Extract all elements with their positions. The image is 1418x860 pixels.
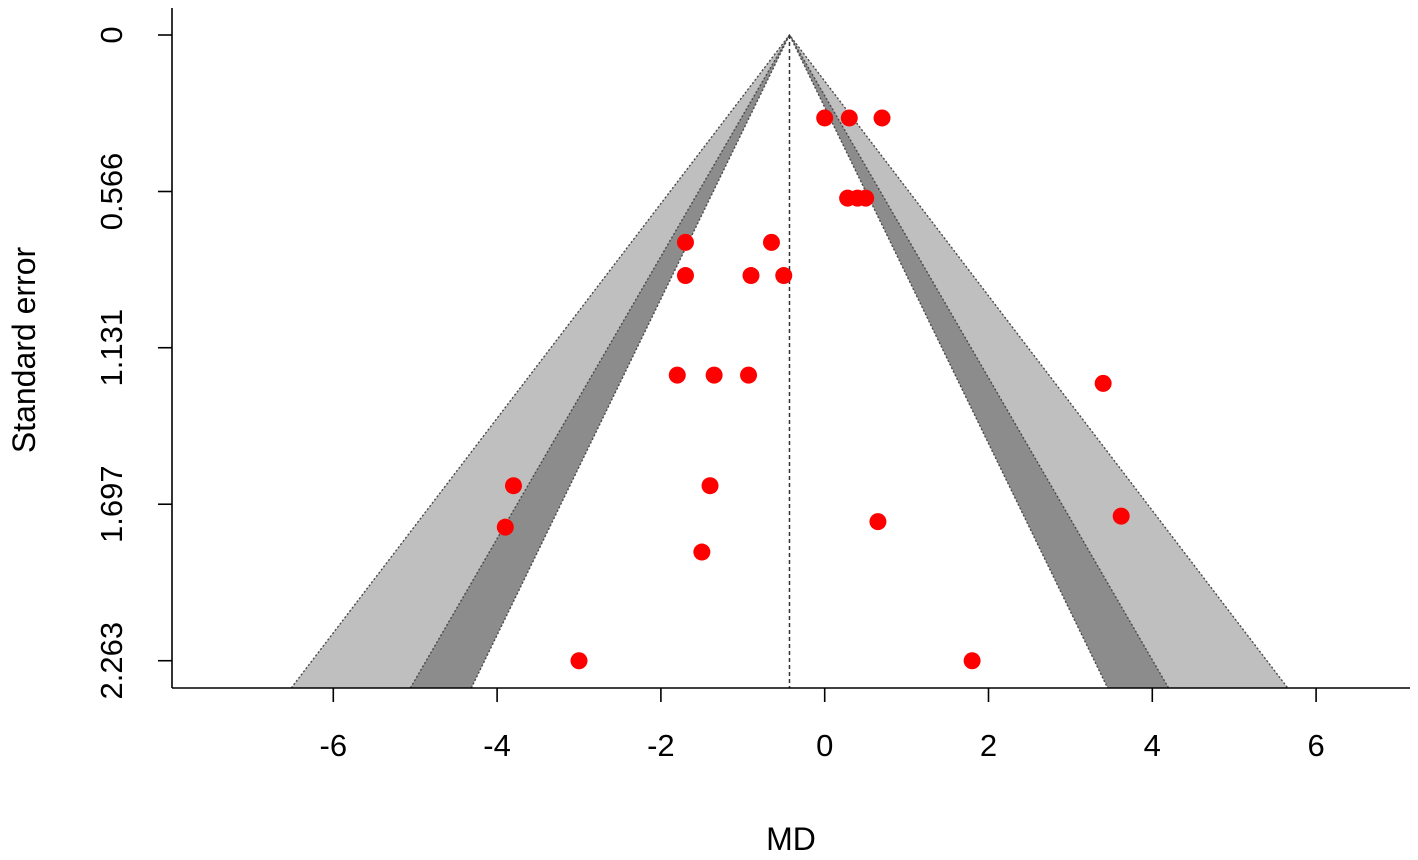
axes: -6 -4 -2 0 2 4 6 0 0.566 1.131 1.697 2.263	[94, 8, 1410, 763]
x-tick-label-3: 0	[816, 728, 833, 763]
contour-region-2	[471, 35, 1108, 688]
x-tick-label-4: 2	[980, 728, 997, 763]
data-point-10	[775, 267, 793, 285]
data-point-2	[873, 109, 891, 127]
data-point-0	[816, 109, 834, 127]
data-point-17	[496, 518, 514, 536]
data-point-12	[705, 366, 723, 384]
data-point-21	[570, 652, 588, 670]
x-tick-label-0: -6	[320, 728, 348, 763]
y-tick-label-3: 1.697	[94, 465, 129, 543]
x-tick-label-2: -2	[647, 728, 675, 763]
x-tick-label-1: -4	[483, 728, 511, 763]
data-point-8	[676, 267, 694, 285]
data-point-7	[762, 233, 780, 251]
data-point-9	[742, 267, 760, 285]
data-point-22	[963, 652, 981, 670]
data-points	[496, 109, 1130, 670]
contour-regions	[290, 33, 1289, 689]
data-point-1	[840, 109, 858, 127]
data-point-18	[869, 513, 887, 531]
data-point-11	[668, 366, 686, 384]
y-tick-label-4: 2.263	[94, 622, 129, 700]
data-point-16	[701, 477, 719, 495]
y-tick-label-0: 0	[94, 26, 129, 43]
y-tick-label-1: 0.566	[94, 153, 129, 231]
x-tick-label-6: 6	[1307, 728, 1324, 763]
data-point-19	[1112, 507, 1130, 525]
data-point-15	[504, 477, 522, 495]
data-point-14	[1094, 374, 1112, 392]
y-tick-label-2: 1.131	[94, 309, 129, 387]
data-point-5	[857, 189, 875, 207]
x-axis-title: MD	[766, 821, 816, 857]
y-axis-title: Standard error	[6, 246, 42, 453]
data-point-20	[693, 543, 711, 561]
x-tick-label-5: 4	[1144, 728, 1161, 763]
data-point-6	[676, 233, 694, 251]
data-point-13	[740, 366, 758, 384]
